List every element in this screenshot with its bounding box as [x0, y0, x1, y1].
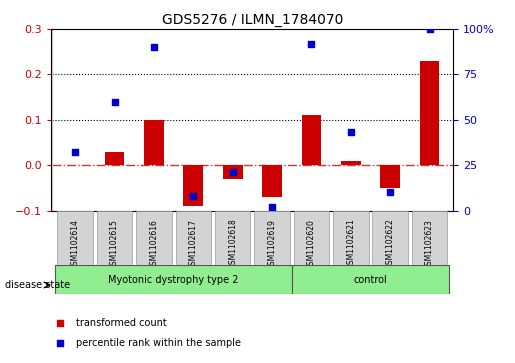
FancyBboxPatch shape	[294, 211, 329, 265]
Bar	[341, 160, 360, 165]
FancyBboxPatch shape	[176, 211, 211, 265]
Bar	[223, 165, 243, 179]
Text: GSM1102623: GSM1102623	[425, 219, 434, 270]
Point	[321, 212, 330, 218]
Text: GSM1102621: GSM1102621	[346, 219, 355, 269]
Point	[110, 99, 118, 105]
FancyBboxPatch shape	[215, 211, 250, 265]
Text: GSM1102616: GSM1102616	[149, 219, 159, 270]
Title: GDS5276 / ILMN_1784070: GDS5276 / ILMN_1784070	[162, 13, 343, 26]
Bar	[105, 152, 124, 165]
Point	[386, 189, 394, 195]
Bar	[144, 120, 164, 165]
FancyBboxPatch shape	[372, 211, 408, 265]
Bar	[381, 165, 400, 188]
Point	[229, 170, 237, 175]
Text: percentile rank within the sample: percentile rank within the sample	[76, 338, 241, 348]
FancyBboxPatch shape	[412, 211, 448, 265]
FancyBboxPatch shape	[97, 211, 132, 265]
Text: disease state: disease state	[5, 280, 70, 290]
Bar	[302, 115, 321, 165]
Text: GSM1102617: GSM1102617	[189, 219, 198, 270]
FancyBboxPatch shape	[136, 211, 171, 265]
Text: GSM1102615: GSM1102615	[110, 219, 119, 270]
Text: GSM1102620: GSM1102620	[307, 219, 316, 270]
Point	[189, 193, 197, 199]
Point	[307, 41, 316, 46]
Text: Myotonic dystrophy type 2: Myotonic dystrophy type 2	[108, 274, 239, 285]
Text: GSM1102619: GSM1102619	[267, 219, 277, 270]
Point	[425, 26, 434, 32]
Text: GSM1102614: GSM1102614	[71, 219, 80, 270]
Point	[268, 204, 276, 210]
Point	[150, 44, 158, 50]
Bar	[262, 165, 282, 197]
Text: GSM1102618: GSM1102618	[228, 219, 237, 269]
Text: control: control	[354, 274, 387, 285]
Bar	[420, 61, 439, 165]
Bar	[183, 165, 203, 206]
FancyBboxPatch shape	[57, 211, 93, 265]
Text: GSM1102622: GSM1102622	[386, 219, 394, 269]
FancyBboxPatch shape	[254, 211, 290, 265]
FancyBboxPatch shape	[291, 265, 449, 294]
Point	[347, 130, 355, 135]
Point	[71, 150, 79, 155]
Text: transformed count: transformed count	[76, 318, 166, 328]
Point	[321, 27, 330, 33]
FancyBboxPatch shape	[333, 211, 369, 265]
FancyBboxPatch shape	[56, 265, 291, 294]
